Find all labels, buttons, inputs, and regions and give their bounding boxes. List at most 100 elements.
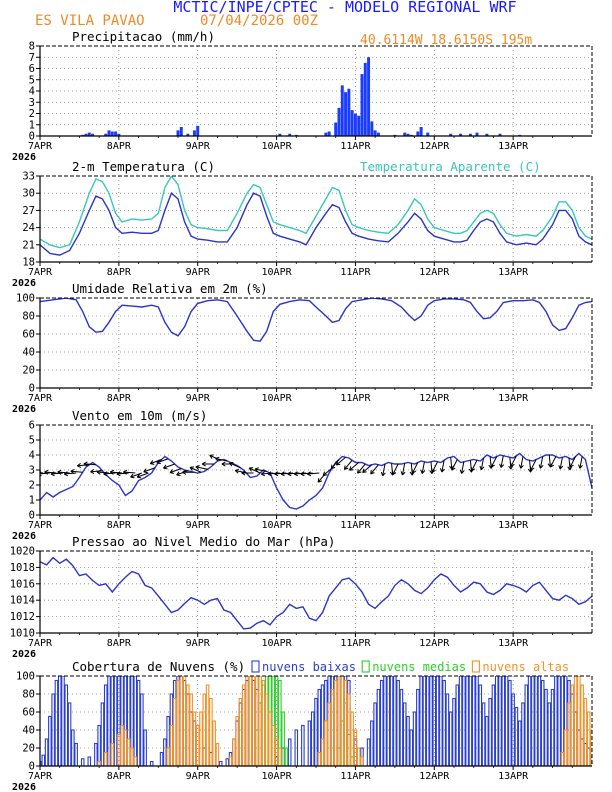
wind-arrow	[421, 461, 425, 474]
wind-arrow-head	[201, 461, 206, 467]
cloud-bar-nuvens-altas	[264, 693, 269, 766]
wind-arrow-head	[440, 468, 445, 473]
precip-bar	[485, 133, 489, 136]
x-tick-label: 9APR	[186, 520, 211, 531]
cloud-bar-nuvens-altas	[251, 676, 256, 766]
cloud-bar-nuvens-altas	[577, 676, 581, 766]
wind-arrow	[569, 456, 577, 468]
series-line-pressao-ao-nivel-medio-do-mar-hpa-	[40, 556, 592, 630]
cloud-bar-nuvens-baixas	[166, 715, 170, 766]
wind-arrow	[362, 464, 373, 473]
panel-title: Precipitacao (mm/h)	[72, 29, 215, 44]
wind-arrow	[559, 457, 563, 470]
wind-arrow	[169, 468, 182, 474]
wind-arrow	[349, 462, 360, 471]
precip-bar	[370, 121, 374, 136]
precip-bar	[373, 130, 377, 136]
cloud-bar-nuvens-medias	[271, 676, 276, 766]
x-tick-label: 12APR	[419, 520, 450, 531]
wind-arrow-head	[470, 466, 476, 472]
wind-arrow	[431, 461, 439, 473]
wind-arrow-head	[254, 467, 259, 473]
cloud-bar-nuvens-altas	[356, 747, 361, 766]
cloud-bar-nuvens-baixas	[402, 702, 407, 766]
wind-arrow	[281, 472, 294, 475]
wind-arrow	[579, 456, 583, 469]
precip-bar	[278, 133, 282, 136]
x-tick-label: 8APR	[107, 520, 132, 531]
cloud-bar-nuvens-baixas	[435, 676, 440, 766]
precip-bar	[176, 130, 180, 136]
precip-bar	[426, 132, 430, 136]
cloud-bar-nuvens-baixas	[307, 720, 312, 766]
x-axis-year: 2026	[12, 531, 36, 542]
x-tick-label: 13APR	[498, 638, 529, 649]
legend-label: nuvens baixas	[262, 660, 356, 674]
cloud-bar-nuvens-baixas	[452, 697, 456, 766]
cloud-bar-nuvens-altas	[560, 751, 565, 766]
y-tick-label: 1016	[10, 578, 35, 590]
x-tick-label: 7APR	[28, 267, 53, 278]
wind-arrow	[336, 456, 346, 466]
cloud-bar-nuvens-altas	[586, 711, 591, 766]
cloud-bar-nuvens-baixas	[136, 679, 141, 766]
cloud-bar-nuvens-medias	[278, 679, 282, 766]
wind-arrow-head	[335, 461, 341, 466]
y-tick-label: 20	[22, 743, 35, 755]
cloud-bar-nuvens-baixas	[317, 688, 322, 766]
x-tick-label: 12APR	[419, 771, 450, 782]
wind-arrow-head	[70, 468, 75, 474]
cloud-bar-nuvens-altas	[573, 676, 578, 766]
cloud-bar-nuvens-baixas	[225, 758, 230, 766]
x-tick-label: 9APR	[186, 638, 211, 649]
y-tick-label: 6	[29, 420, 35, 432]
x-axis-year: 2026	[12, 404, 36, 415]
wind-arrow-head	[558, 465, 564, 470]
wind-arrow	[40, 472, 50, 475]
wind-arrow-head	[518, 464, 524, 469]
cloud-bar-nuvens-baixas	[465, 676, 469, 766]
y-tick-label: 60	[22, 329, 35, 341]
cloud-bar-nuvens-altas	[350, 711, 354, 766]
precip-bar	[468, 133, 472, 136]
wind-arrow	[261, 472, 274, 475]
x-tick-label: 13APR	[498, 771, 529, 782]
wind-arrow-head	[287, 471, 292, 477]
cloud-bar-nuvens-altas	[199, 711, 203, 766]
cloud-bar-nuvens-baixas	[370, 720, 374, 766]
wind-arrow-head	[578, 464, 583, 469]
precip-bar	[186, 133, 190, 136]
y-tick-label: 21	[22, 239, 35, 251]
y-tick-label: 40	[22, 347, 35, 359]
y-tick-label: 0	[29, 383, 35, 395]
header-coords: 40.6114W 18.6150S 195m	[360, 33, 532, 48]
precip-bar	[84, 133, 88, 136]
wind-arrow	[530, 459, 537, 471]
precip-bar	[416, 131, 420, 136]
precip-bar	[179, 127, 183, 136]
x-tick-label: 10APR	[262, 267, 293, 278]
cloud-bar-nuvens-altas	[330, 688, 335, 766]
series-line-2-m-temperatura-c-	[40, 192, 592, 256]
precip-bar	[110, 131, 114, 136]
wind-arrow-head	[362, 468, 367, 473]
cloud-bar-nuvens-baixas	[218, 760, 223, 766]
cloud-bar-nuvens-baixas	[534, 676, 538, 766]
cloud-bar-nuvens-baixas	[458, 676, 463, 766]
wind-arrow	[411, 462, 419, 474]
cloud-bar-nuvens-baixas	[432, 676, 437, 766]
cloud-bar-nuvens-baixas	[399, 688, 404, 766]
wind-arrow	[471, 460, 478, 472]
y-tick-label: 3	[29, 465, 35, 477]
x-tick-label: 8APR	[107, 267, 132, 278]
x-tick-label: 13APR	[498, 393, 529, 404]
wind-arrow-head	[90, 469, 95, 475]
x-tick-label: 11APR	[340, 638, 371, 649]
cloud-bar-nuvens-baixas	[409, 729, 414, 766]
y-tick-label: 33	[22, 171, 35, 183]
wind-arrow	[116, 472, 129, 475]
cloud-bar-nuvens-baixas	[366, 738, 371, 766]
cloud-bar-nuvens-altas	[320, 738, 325, 766]
wind-arrow	[490, 456, 498, 468]
wind-arrow-head	[380, 471, 386, 477]
